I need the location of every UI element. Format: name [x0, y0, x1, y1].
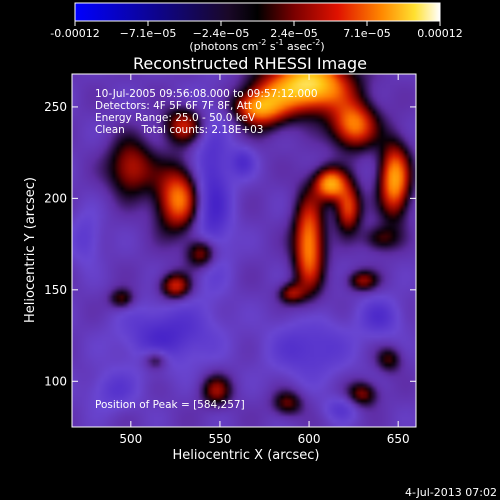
colorbar-tick-label: 2.4e−05	[270, 27, 317, 40]
x-tick-label: 500	[119, 432, 142, 446]
x-tick-label: 600	[298, 432, 321, 446]
heatmap-image-frame	[72, 74, 416, 427]
colorbar-tick-label: −7.1e−05	[120, 27, 177, 40]
y-tick-label: 100	[44, 374, 67, 388]
info-line-clean-counts: Clean Total counts: 2.18E+03	[95, 124, 264, 136]
colorbar-tick-label: 0.00012	[417, 27, 463, 40]
colorbar-tick-label: 7.1e−05	[343, 27, 390, 40]
x-axis-ticks: 500 550 600 650	[119, 74, 410, 446]
chart-title: Reconstructed RHESSI Image	[133, 54, 367, 73]
colorbar	[74, 2, 441, 22]
render-timestamp: 4-Jul-2013 07:02	[405, 486, 497, 499]
colorbar-unit-label: (photons cm-2 s-1 asec-2)	[189, 38, 324, 53]
y-tick-label: 150	[44, 283, 67, 297]
colorbar-tick-label: -0.00012	[50, 27, 99, 40]
peak-position-label: Position of Peak = [584,257]	[95, 399, 245, 411]
heatmap-canvas	[72, 74, 416, 427]
y-axis-ticks: 100 150 200 250	[44, 100, 416, 388]
x-tick-label: 550	[208, 432, 231, 446]
y-tick-label: 200	[44, 191, 67, 205]
y-axis-label: Heliocentric Y (arcsec)	[23, 177, 38, 323]
x-axis-label: Heliocentric X (arcsec)	[173, 448, 320, 463]
x-tick-label: 650	[387, 432, 410, 446]
info-line-energy-range: Energy Range: 25.0 - 50.0 keV	[95, 112, 256, 124]
y-tick-label: 250	[44, 100, 67, 114]
info-line-detectors: Detectors: 4F 5F 6F 7F 8F, Att 0	[95, 100, 262, 112]
info-line-time-range: 10-Jul-2005 09:56:08.000 to 09:57:12.000	[95, 88, 318, 100]
colorbar-ticks: -0.00012 −7.1e−05 −2.4e−05 2.4e−05 7.1e−05 0.…	[50, 21, 463, 40]
colorbar-tick-label: −2.4e−05	[193, 27, 250, 40]
observation-info: 10-Jul-2005 09:56:08.000 to 09:57:12.000…	[95, 88, 318, 136]
plot-frame	[71, 73, 417, 428]
